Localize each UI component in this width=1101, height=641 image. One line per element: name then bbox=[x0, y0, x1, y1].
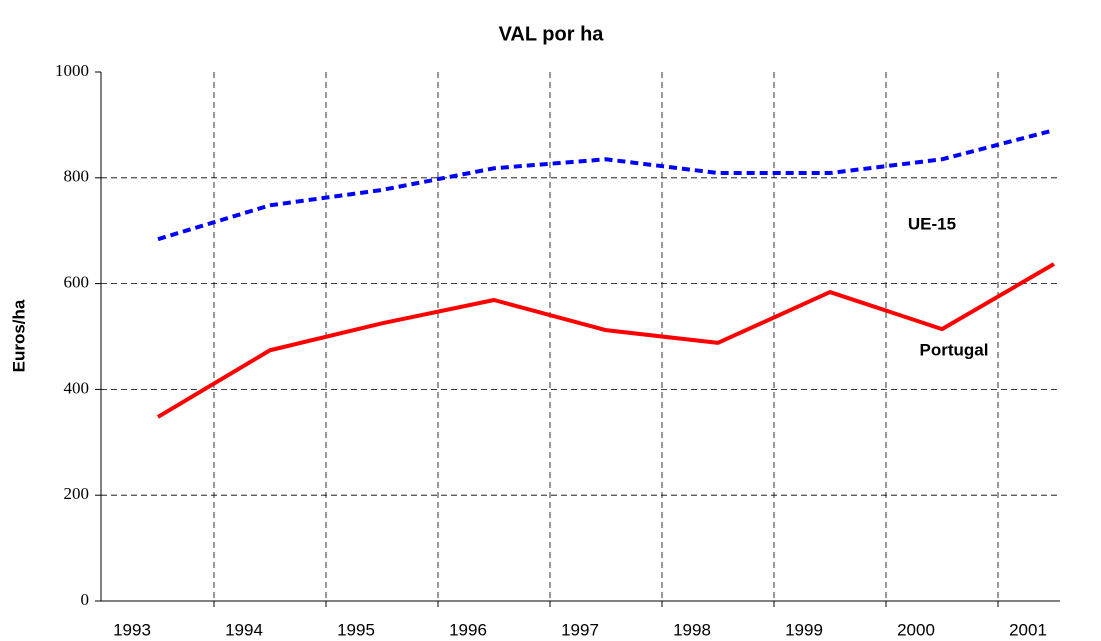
x-tick-label: 1995 bbox=[337, 620, 375, 639]
series-line bbox=[157, 128, 1055, 242]
series-label: Portugal bbox=[920, 340, 989, 359]
series-label: UE-15 bbox=[908, 214, 956, 233]
y-tick-label: 0 bbox=[81, 590, 90, 609]
y-tick-label: 200 bbox=[64, 484, 90, 503]
x-tick-label: 2001 bbox=[1009, 620, 1047, 639]
x-tick-label: 1997 bbox=[561, 620, 599, 639]
x-tick-label: 1994 bbox=[225, 620, 263, 639]
x-tick-label: 1993 bbox=[113, 620, 151, 639]
x-tick-label: 1996 bbox=[449, 620, 487, 639]
x-tick-label: 2000 bbox=[897, 620, 935, 639]
x-tick-label: 1999 bbox=[785, 620, 823, 639]
y-tick-label: 400 bbox=[64, 378, 90, 397]
y-axis-label: Euros/ha bbox=[9, 299, 28, 372]
y-tick-label: 600 bbox=[64, 273, 90, 292]
y-tick-label: 800 bbox=[64, 167, 90, 186]
chart-title: VAL por ha bbox=[499, 23, 605, 45]
x-tick-label: 1998 bbox=[673, 620, 711, 639]
series-line bbox=[156, 262, 1056, 419]
y-tick-label: 1000 bbox=[55, 61, 89, 80]
